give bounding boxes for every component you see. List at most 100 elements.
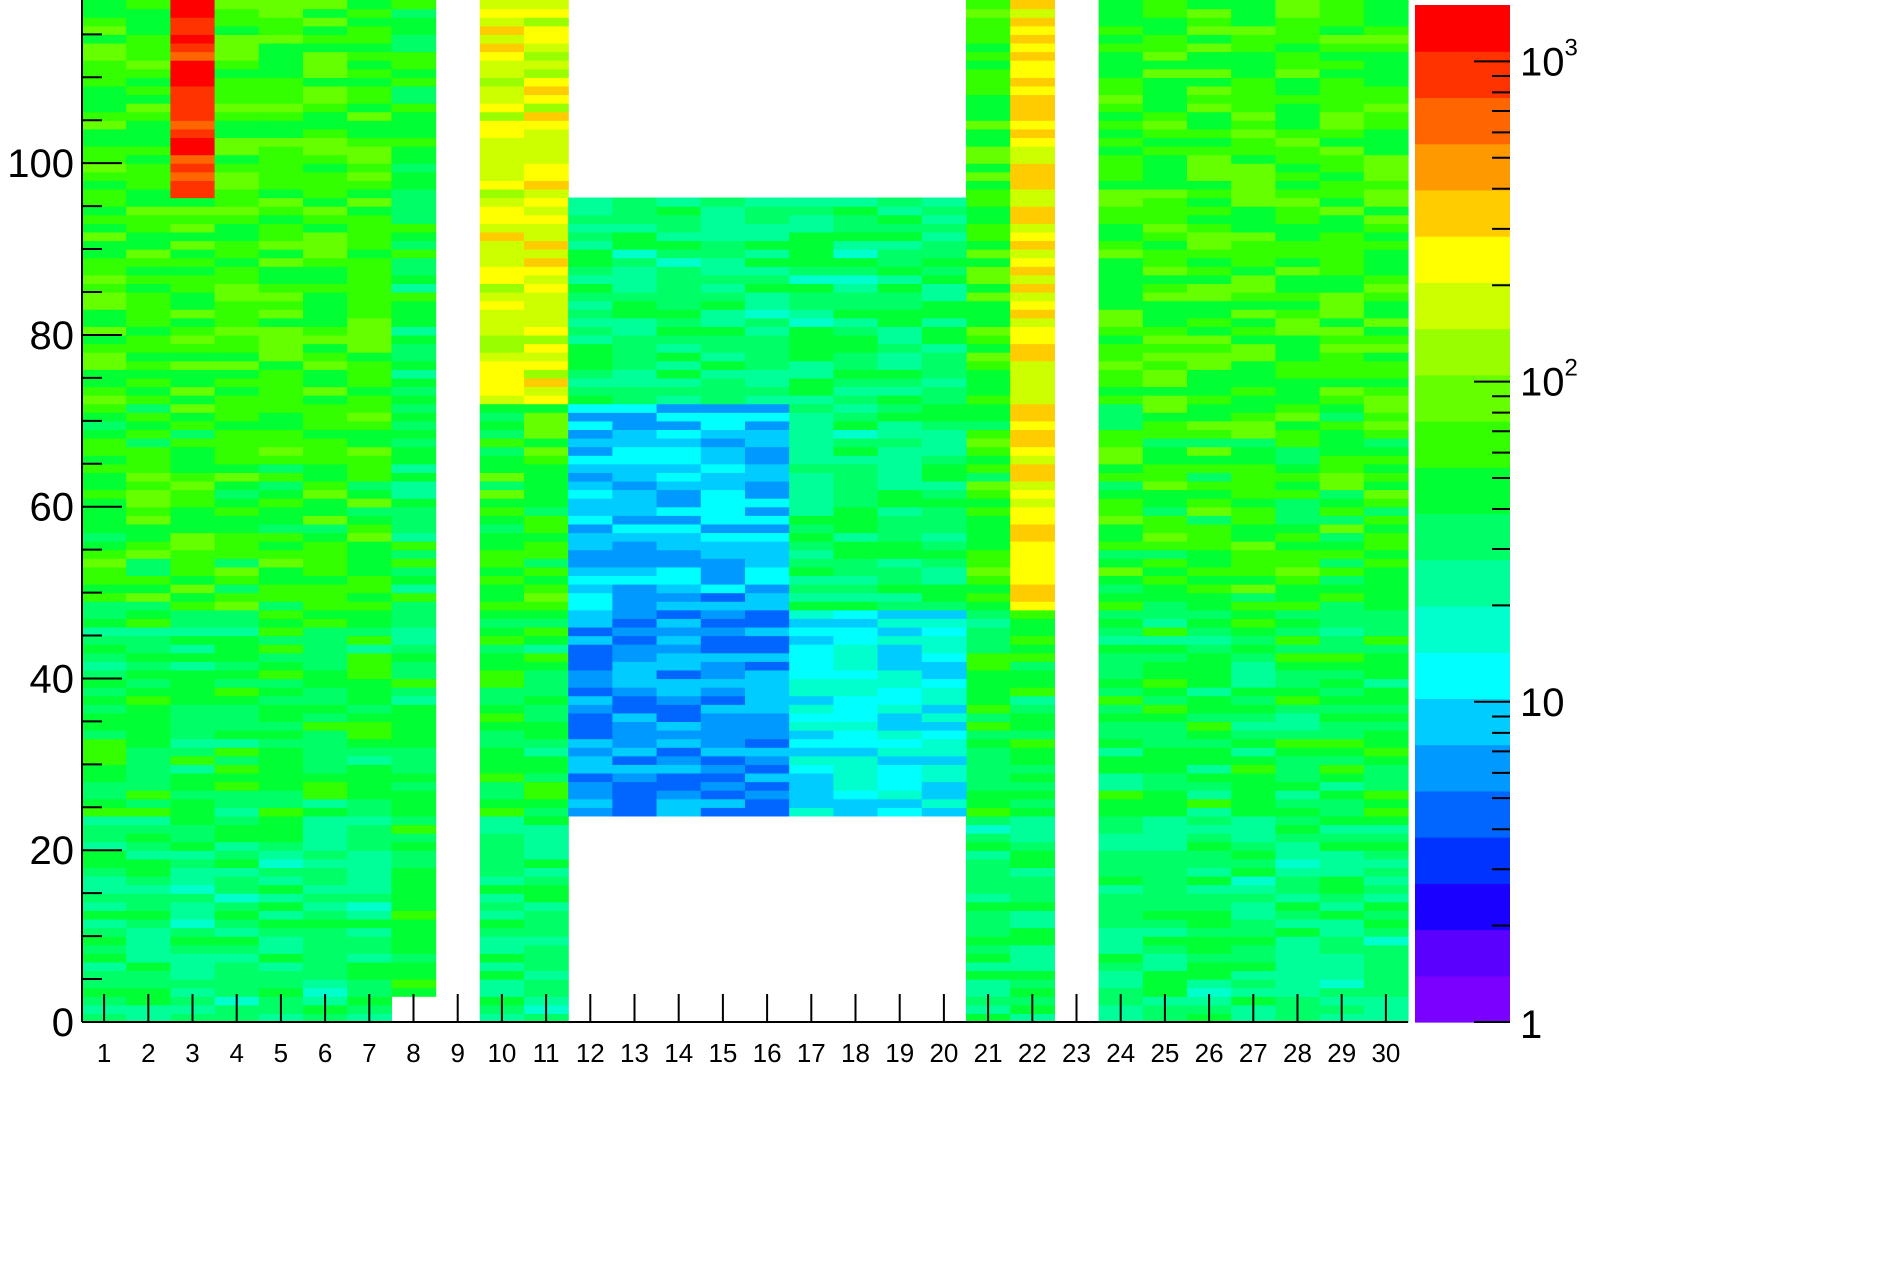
heatmap-cell xyxy=(524,764,569,774)
heatmap-cell xyxy=(789,206,834,216)
heatmap-cell xyxy=(1319,180,1365,190)
heatmap-cell xyxy=(479,833,525,843)
heatmap-cell xyxy=(170,609,216,619)
heatmap-cell xyxy=(966,25,1011,35)
heatmap-cell xyxy=(1010,575,1055,585)
heatmap-cell xyxy=(170,867,216,877)
heatmap-cell xyxy=(214,489,260,499)
heatmap-cell xyxy=(524,910,569,920)
heatmap-cell xyxy=(1098,644,1144,654)
heatmap-cell xyxy=(966,695,1011,705)
heatmap-cell xyxy=(921,395,967,405)
heatmap-cell xyxy=(303,463,348,473)
heatmap-cell xyxy=(303,549,348,559)
heatmap-cell xyxy=(303,601,348,611)
heatmap-cell xyxy=(524,936,569,946)
heatmap-cell xyxy=(170,687,216,697)
heatmap-cell xyxy=(82,463,127,473)
heatmap-cell xyxy=(921,798,967,808)
heatmap-cell xyxy=(745,661,790,671)
heatmap-cell xyxy=(656,695,702,705)
heatmap-cell xyxy=(170,884,216,894)
heatmap-cell xyxy=(391,223,437,233)
heatmap-cell xyxy=(1275,317,1321,327)
heatmap-cell xyxy=(303,730,348,740)
heatmap-cell xyxy=(1363,747,1409,757)
color-scale-swatch xyxy=(1415,652,1510,700)
heatmap-cell xyxy=(126,377,171,388)
heatmap-cell xyxy=(126,171,171,181)
heatmap-cell xyxy=(966,601,1011,611)
heatmap-cell xyxy=(1010,781,1055,791)
heatmap-cell xyxy=(1319,171,1365,181)
heatmap-cell xyxy=(568,274,613,285)
heatmap-cell xyxy=(391,429,437,439)
heatmap-cell xyxy=(479,412,525,422)
heatmap-cell xyxy=(656,498,702,508)
heatmap-cell xyxy=(700,755,746,765)
heatmap-cell xyxy=(966,781,1011,791)
heatmap-cell xyxy=(347,412,392,422)
heatmap-cell xyxy=(1142,704,1188,714)
heatmap-cell xyxy=(1363,695,1409,705)
heatmap-cell xyxy=(126,94,171,104)
heatmap-cell xyxy=(82,68,127,78)
heatmap-cell xyxy=(568,420,613,431)
heatmap-cell xyxy=(1142,738,1188,748)
heatmap-cell xyxy=(1319,979,1365,989)
heatmap-cell xyxy=(347,300,392,310)
heatmap-cell xyxy=(1187,961,1232,972)
heatmap-cell xyxy=(303,618,348,628)
heatmap-cell xyxy=(568,798,613,808)
heatmap-cell xyxy=(921,644,967,654)
heatmap-cell xyxy=(1187,377,1232,388)
x-tick-label: 20 xyxy=(929,1038,958,1068)
heatmap-cell xyxy=(258,154,304,164)
heatmap-cell xyxy=(1319,480,1365,491)
heatmap-cell xyxy=(170,197,216,207)
heatmap-cell xyxy=(745,498,790,508)
heatmap-cell xyxy=(1010,910,1055,920)
heatmap-cell xyxy=(1098,661,1144,671)
heatmap-cell xyxy=(126,575,171,585)
heatmap-cell xyxy=(1319,652,1365,662)
heatmap-cell xyxy=(82,755,127,765)
heatmap-cell xyxy=(1098,455,1144,465)
heatmap-cell xyxy=(258,730,304,740)
heatmap-cell xyxy=(656,309,702,319)
heatmap-cell xyxy=(479,841,525,851)
heatmap-cell xyxy=(612,231,658,242)
heatmap-cell xyxy=(1187,781,1232,791)
heatmap-cell xyxy=(966,163,1011,173)
heatmap-cell xyxy=(524,798,569,808)
heatmap-cell xyxy=(568,730,613,740)
heatmap-cell xyxy=(214,377,260,388)
heatmap-cell xyxy=(126,738,171,748)
heatmap-cell xyxy=(82,893,127,903)
heatmap-cell xyxy=(214,523,260,534)
heatmap-cell xyxy=(479,377,525,388)
heatmap-cell xyxy=(524,103,569,113)
heatmap-cell xyxy=(82,214,127,224)
heatmap-cell xyxy=(303,197,348,207)
heatmap-cell xyxy=(789,480,834,491)
heatmap-cell xyxy=(170,171,216,181)
heatmap-cell xyxy=(966,214,1011,224)
heatmap-cell xyxy=(524,652,569,662)
heatmap-cell xyxy=(1010,712,1055,723)
heatmap-cell xyxy=(1010,858,1055,869)
heatmap-cell xyxy=(568,652,613,662)
heatmap-cell xyxy=(833,386,879,396)
heatmap-cell xyxy=(524,412,569,422)
heatmap-cell xyxy=(524,240,569,250)
heatmap-cell xyxy=(1010,214,1055,224)
heatmap-cell xyxy=(82,8,127,18)
heatmap-cell xyxy=(877,300,923,310)
heatmap-cell xyxy=(170,137,216,147)
heatmap-cell xyxy=(303,721,348,731)
heatmap-cell xyxy=(1187,292,1232,302)
heatmap-cell xyxy=(745,240,790,250)
heatmap-cell xyxy=(1142,377,1188,388)
heatmap-cell xyxy=(1142,876,1188,886)
heatmap-cell xyxy=(1098,772,1144,783)
